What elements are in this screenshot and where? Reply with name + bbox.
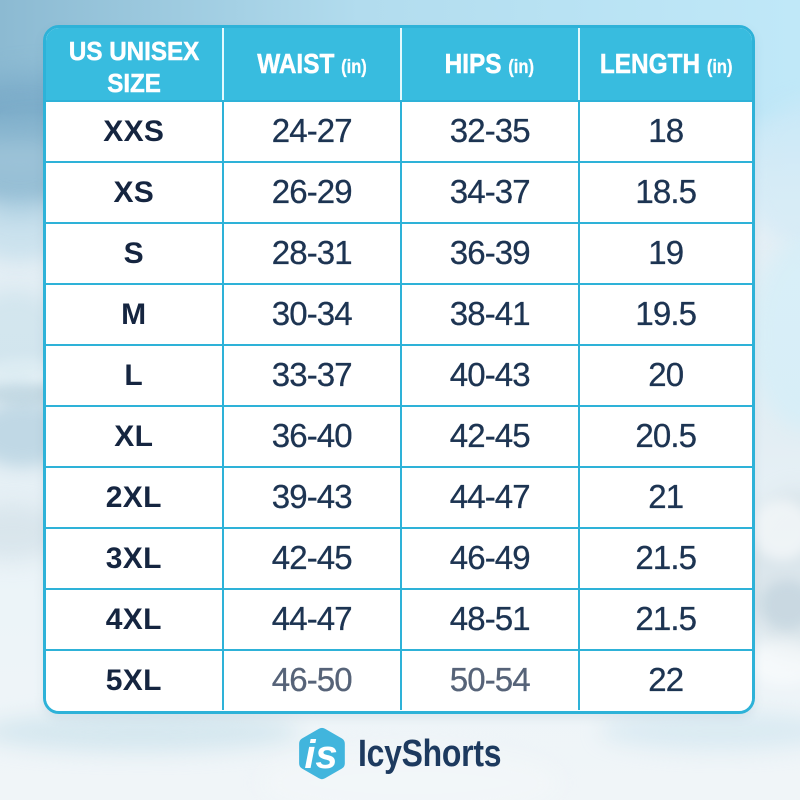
svg-text:is: is bbox=[304, 733, 337, 777]
